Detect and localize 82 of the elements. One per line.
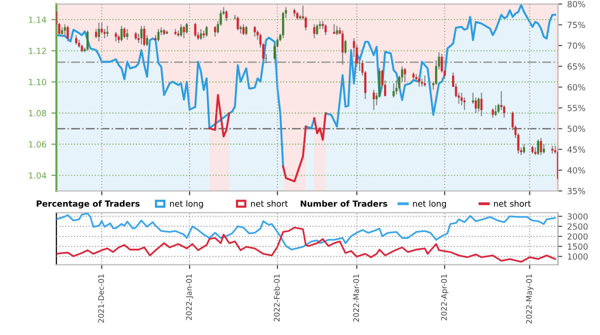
legend-label: net long — [413, 200, 446, 208]
candlestick — [494, 104, 497, 117]
y2-tick-label: 55% — [568, 104, 586, 112]
candlestick — [424, 75, 426, 88]
candlestick — [61, 26, 64, 38]
candlestick — [157, 28, 160, 42]
candlestick — [66, 25, 69, 42]
candlestick — [492, 108, 494, 118]
candlestick — [395, 80, 398, 95]
candlestick — [480, 92, 483, 117]
legend-label: net long — [170, 200, 203, 208]
y2-tick-label: 80% — [568, 1, 586, 8]
y-tick-label: 1.08 — [29, 110, 46, 116]
candlestick — [214, 25, 216, 38]
y-tick-label: 1.12 — [29, 48, 46, 54]
candlestick — [245, 25, 248, 36]
y2-tick-label: 3000 — [568, 213, 588, 220]
candlestick — [404, 67, 406, 82]
candlestick — [478, 96, 480, 112]
candlestick — [143, 25, 146, 47]
candlestick — [180, 24, 182, 38]
candlestick — [460, 92, 463, 106]
candlestick — [186, 22, 188, 34]
legend-label: net short — [251, 200, 288, 207]
candlestick — [336, 25, 338, 36]
y2-tick-label: 45% — [567, 146, 586, 153]
y2-tick-label: 50% — [568, 126, 586, 132]
candlestick — [120, 25, 123, 42]
line-series — [56, 212, 556, 250]
legend-title: Percentage of Traders — [36, 200, 140, 208]
y2-tick-label: 70% — [568, 42, 586, 49]
candlestick — [324, 24, 327, 36]
candlestick — [392, 82, 395, 98]
candlestick — [463, 96, 466, 110]
candlestick — [86, 30, 89, 52]
candlestick — [522, 144, 526, 154]
y-tick-label: 1.10 — [29, 78, 46, 86]
line-series — [56, 226, 556, 263]
y2-tick-label: 2500 — [568, 223, 588, 230]
candlestick — [98, 22, 100, 42]
candlestick — [194, 22, 196, 38]
legend-label: net short — [494, 200, 531, 207]
candlestick — [542, 144, 545, 154]
y-tick-label: 1.06 — [29, 141, 46, 148]
y2-tick-label: 1000 — [568, 253, 588, 260]
candlestick — [316, 24, 318, 36]
candlestick — [537, 138, 540, 156]
candlestick — [333, 24, 336, 34]
candlestick — [313, 24, 316, 39]
candlestick — [242, 24, 244, 36]
candlestick — [200, 28, 202, 40]
candlestick — [206, 25, 208, 38]
candlestick — [282, 11, 284, 39]
candlestick — [114, 32, 117, 42]
candlestick — [342, 30, 344, 66]
candlestick — [344, 39, 347, 54]
candlestick — [182, 25, 185, 39]
y2-tick-label: 40% — [567, 167, 586, 174]
candlestick — [202, 30, 205, 39]
y-tick-label: 1.04 — [29, 172, 46, 179]
candlestick — [126, 28, 128, 40]
candlestick — [123, 26, 126, 39]
y2-tick-label: 1500 — [568, 243, 588, 250]
candlestick — [372, 89, 375, 110]
candlestick — [106, 25, 108, 38]
y2-tick-label: 35% — [568, 188, 586, 194]
candlestick — [472, 92, 474, 104]
y2-tick-label: 2000 — [568, 233, 588, 240]
candlestick — [474, 96, 477, 114]
y2-tick-label: 75% — [568, 22, 586, 28]
candlestick — [254, 25, 256, 38]
candlestick — [540, 137, 542, 156]
candlestick — [225, 10, 228, 22]
legend-title: Number of Traders — [300, 200, 388, 207]
candlestick — [140, 25, 142, 46]
y2-tick-label: 65% — [568, 63, 586, 70]
candlestick — [95, 28, 98, 39]
candlestick — [236, 16, 239, 32]
candlestick — [75, 34, 78, 46]
y-tick-label: 1.14 — [29, 16, 46, 23]
y2-tick-label: 60% — [568, 84, 586, 90]
candlestick — [418, 75, 420, 88]
